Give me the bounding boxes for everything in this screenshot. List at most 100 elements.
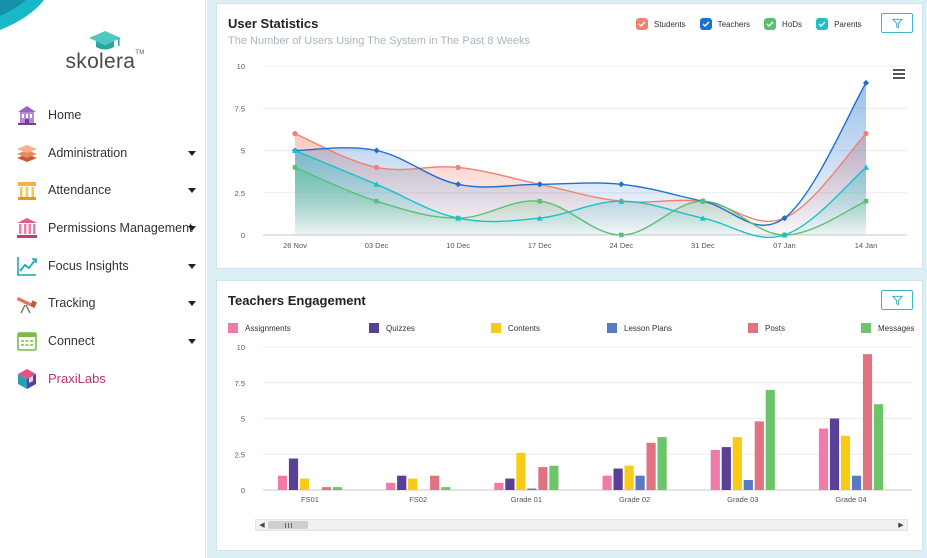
data-point-parents bbox=[699, 215, 706, 221]
legend-item-posts[interactable]: Posts bbox=[748, 323, 785, 333]
series-area-teachers bbox=[295, 82, 866, 236]
chevron-down-icon[interactable] bbox=[188, 338, 196, 344]
bar-quizzes bbox=[505, 478, 515, 490]
bank-icon bbox=[15, 216, 39, 240]
scroll-left-arrow-icon[interactable]: ◀ bbox=[259, 522, 265, 529]
bar-assignments bbox=[818, 428, 829, 490]
sidebar-item-label: Attendance bbox=[48, 183, 112, 198]
data-point-hods bbox=[374, 198, 379, 204]
x-tick-label: Grade 02 bbox=[619, 495, 650, 504]
data-point-students bbox=[863, 131, 869, 137]
telescope-icon bbox=[15, 291, 39, 315]
corner-decoration bbox=[0, 0, 44, 30]
legend-item-messages[interactable]: Messages bbox=[861, 323, 914, 333]
data-point-teachers bbox=[455, 181, 462, 188]
data-point-parents bbox=[373, 181, 380, 187]
legend-label: Posts bbox=[765, 323, 786, 333]
chevron-down-icon[interactable] bbox=[188, 301, 196, 307]
chart-menu-icon[interactable] bbox=[893, 69, 905, 79]
bar-quizzes bbox=[613, 468, 623, 490]
y-tick-label: 2.5 bbox=[235, 450, 245, 459]
bar-messages bbox=[441, 487, 451, 490]
chevron-down-icon[interactable] bbox=[188, 225, 196, 231]
bar-quizzes bbox=[397, 475, 407, 490]
sidebar: skoleraTM Home Administration Attendance bbox=[0, 0, 206, 558]
checkbox-icon bbox=[699, 18, 712, 30]
x-tick-label: 26 Nov bbox=[283, 241, 307, 250]
chevron-down-icon[interactable] bbox=[188, 150, 196, 156]
data-point-students bbox=[455, 164, 461, 170]
legend-label: Assignments bbox=[245, 323, 291, 333]
sidebar-item-permissions-management[interactable]: Permissions Management bbox=[0, 209, 206, 247]
legend-item-parents[interactable]: Parents bbox=[816, 18, 862, 30]
checkbox-icon bbox=[764, 18, 777, 30]
legend-item-hods[interactable]: HoDs bbox=[764, 18, 802, 30]
chevron-down-icon[interactable] bbox=[188, 188, 196, 194]
sidebar-item-attendance[interactable]: Attendance bbox=[0, 171, 206, 209]
bar-assignments bbox=[602, 475, 612, 490]
bar-quizzes bbox=[288, 458, 299, 490]
sidebar-item-label: PraxiLabs bbox=[48, 371, 106, 387]
card-title: Teachers Engagement bbox=[228, 293, 366, 308]
x-tick-label: Grade 03 bbox=[727, 495, 758, 504]
checkbox-icon bbox=[816, 18, 829, 30]
sidebar-item-home[interactable]: Home bbox=[0, 96, 206, 134]
main-content: User Statistics The Number of Users Usin… bbox=[207, 0, 927, 558]
y-tick-label: 7.5 bbox=[235, 379, 245, 388]
bar-posts bbox=[430, 475, 440, 490]
sidebar-item-focus-insights[interactable]: Focus Insights bbox=[0, 247, 206, 285]
data-point-hods bbox=[863, 198, 869, 204]
legend-item-students[interactable]: Students bbox=[636, 18, 686, 30]
scroll-thumb[interactable] bbox=[268, 521, 308, 529]
bar-messages bbox=[765, 389, 775, 490]
legend-item-teachers[interactable]: Teachers bbox=[699, 18, 750, 30]
data-point-teachers bbox=[781, 215, 788, 222]
bar-posts bbox=[754, 421, 764, 490]
x-tick-label: 31 Dec bbox=[691, 241, 715, 250]
scroll-right-arrow-icon[interactable]: ▶ bbox=[898, 522, 904, 529]
legend-item-quizzes[interactable]: Quizzes bbox=[369, 323, 415, 333]
data-point-parents bbox=[781, 232, 788, 238]
data-point-parents bbox=[863, 164, 869, 170]
card-title: User Statistics bbox=[228, 16, 319, 31]
sidebar-menu: Home Administration Attendance Permissio… bbox=[0, 96, 206, 398]
data-point-parents bbox=[536, 215, 543, 221]
sidebar-item-connect[interactable]: Connect bbox=[0, 322, 206, 360]
filter-button[interactable] bbox=[881, 13, 913, 33]
checkbox-icon bbox=[636, 18, 648, 30]
legend-label: Contents bbox=[508, 323, 541, 333]
cube-icon bbox=[15, 367, 39, 391]
legend-label: Messages bbox=[878, 323, 915, 333]
home-icon bbox=[15, 103, 39, 127]
brand-logo[interactable]: skoleraTM bbox=[60, 30, 150, 80]
bar-quizzes bbox=[829, 418, 840, 490]
x-tick-label: FS01 bbox=[301, 495, 319, 504]
x-tick-label: Grade 04 bbox=[835, 495, 866, 504]
legend-item-lesson-plans[interactable]: Lesson Plans bbox=[607, 323, 672, 333]
legend-item-assignments[interactable]: Assignments bbox=[228, 323, 291, 333]
teachers-engagement-card: Teachers Engagement Assignments Quizzes … bbox=[216, 280, 923, 551]
y-tick-label: 5 bbox=[241, 415, 245, 424]
bar-messages bbox=[657, 437, 667, 490]
series-line-hods bbox=[294, 166, 867, 236]
data-point-parents bbox=[618, 198, 625, 204]
sidebar-item-label: Permissions Management bbox=[48, 220, 193, 235]
chevron-down-icon[interactable] bbox=[188, 263, 196, 269]
data-point-teachers bbox=[863, 79, 869, 86]
bar-contents bbox=[840, 435, 851, 490]
teachers-engagement-chart: 0 2.5 5 7.5 10 FS01 FS02 Grade 01 Grade 02 Grade … bbox=[235, 343, 912, 504]
trend-chart-icon bbox=[15, 254, 39, 278]
sidebar-item-label: Administration bbox=[48, 145, 128, 160]
sidebar-item-tracking[interactable]: Tracking bbox=[0, 284, 206, 322]
legend-item-contents[interactable]: Contents bbox=[491, 323, 540, 333]
sidebar-item-praxilabs[interactable]: PraxiLabs bbox=[0, 360, 206, 398]
y-tick-label: 7.5 bbox=[235, 104, 245, 113]
chart-scrollbar[interactable]: ◀ ▶ bbox=[255, 519, 908, 531]
filter-button[interactable] bbox=[881, 290, 913, 310]
card-subtitle: The Number of Users Using The System in … bbox=[228, 35, 531, 47]
bar-contents bbox=[516, 452, 526, 490]
bar-messages bbox=[332, 487, 343, 490]
sidebar-item-administration[interactable]: Administration bbox=[0, 134, 206, 172]
calendar-icon bbox=[15, 329, 39, 353]
y-tick-label: 2.5 bbox=[235, 189, 245, 198]
